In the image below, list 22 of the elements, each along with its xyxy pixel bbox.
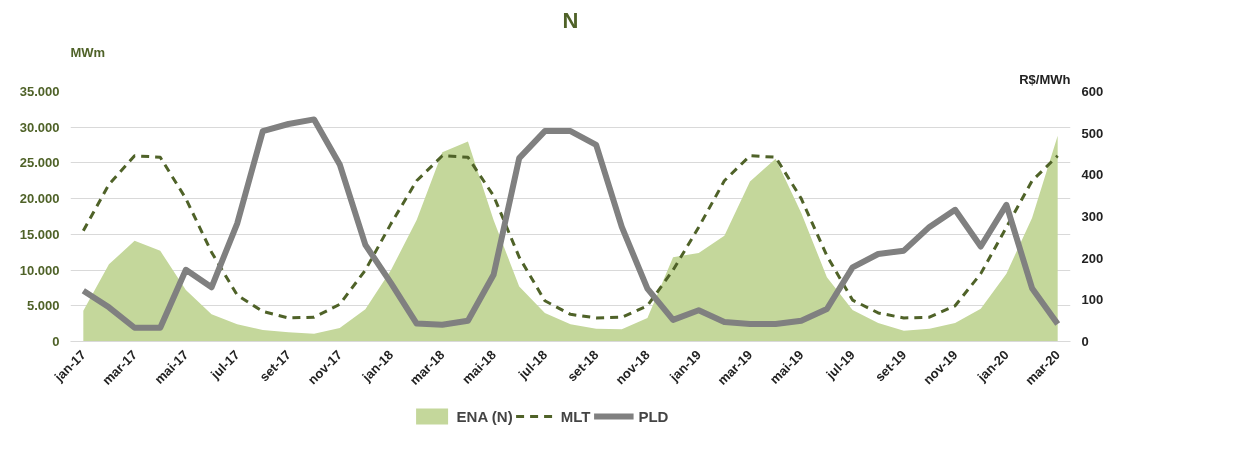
y-tick-label: 5.000 [26,298,60,314]
y-tick-label: 15.000 [19,226,60,242]
y2-tick-label: 0 [1081,334,1089,349]
chart-title: N [562,7,579,33]
y-tick-label: 30.000 [19,119,60,135]
y2-tick-label: 400 [1081,167,1104,183]
legend-label: MLT [560,407,591,425]
y-tick-label: 0 [52,334,60,349]
y2-tick-label: 600 [1081,84,1104,99]
y2-tick-label: 100 [1081,292,1104,308]
y-tick-label: 20.000 [19,191,60,207]
y-tick-label: 25.000 [19,155,60,171]
y2-tick-label: 200 [1081,250,1104,266]
legend-label: ENA (N) [456,407,513,425]
y2-tick-label: 500 [1081,125,1104,141]
y-tick-label: 10.000 [19,262,60,278]
y-tick-label: 35.000 [19,84,60,99]
y2-axis-title: R$/MWh [1019,71,1071,87]
y2-tick-label: 300 [1081,209,1104,224]
legend-label: PLD [638,407,669,425]
line-series [81,154,1060,320]
y-axis-title: MWm [70,44,106,60]
